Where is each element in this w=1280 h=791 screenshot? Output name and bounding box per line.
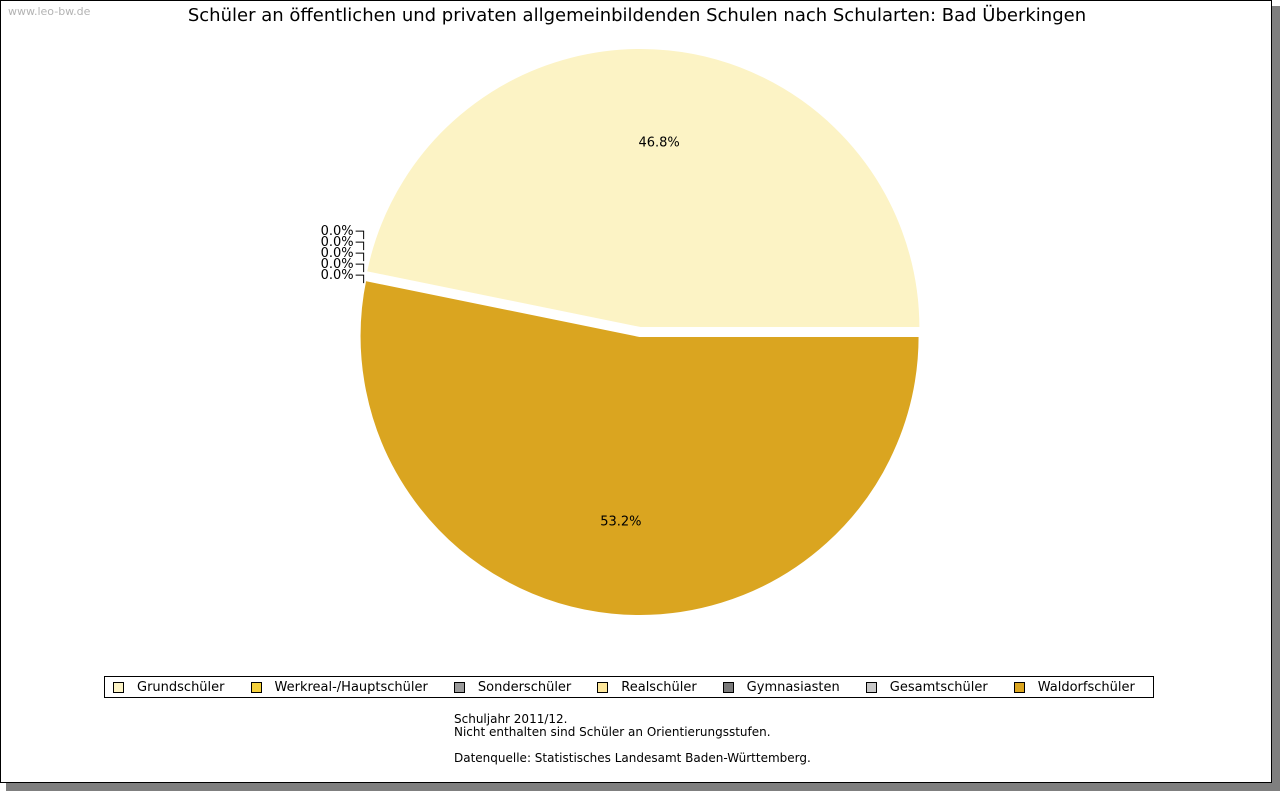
legend-item: Werkreal-/Hauptschüler xyxy=(250,679,428,695)
pie-slice-waldorfsch-ler xyxy=(358,278,921,617)
legend: Grundschüler Werkreal-/Hauptschüler Sonder… xyxy=(104,676,1154,698)
frame-shadow-bottom xyxy=(6,783,1280,791)
legend-swatch xyxy=(250,681,262,693)
slice-label-zero-1: 0.0% xyxy=(321,235,354,250)
legend-item: Sonderschüler xyxy=(453,679,572,695)
zero-leader-line-3 xyxy=(355,263,365,273)
legend-swatch xyxy=(453,681,465,693)
slice-label-zero-2: 0.0% xyxy=(321,246,354,261)
legend-label: Sonderschüler xyxy=(477,679,572,695)
legend-item: Gymnasiasten xyxy=(722,679,840,695)
note-source: Datenquelle: Statistisches Landesamt Bad… xyxy=(454,751,811,765)
legend-label: Gymnasiasten xyxy=(746,679,840,695)
legend-swatch xyxy=(1013,681,1025,693)
legend-item: Grundschüler xyxy=(113,680,225,695)
legend-label: Werkreal-/Hauptschüler xyxy=(274,679,428,695)
note-school-year: Schuljahr 2011/12. xyxy=(454,712,568,726)
legend-swatch xyxy=(597,681,609,693)
legend-item: Realschüler xyxy=(597,679,697,695)
slice-label-6: 53.2% xyxy=(600,514,641,529)
slice-label-zero-4: 0.0% xyxy=(321,268,354,283)
legend-swatch xyxy=(865,681,877,693)
slice-label-zero-0: 0.0% xyxy=(321,224,354,239)
chart-notes: Schuljahr 2011/12. Nicht enthalten sind … xyxy=(454,713,811,765)
legend-label: Waldorfschüler xyxy=(1037,679,1135,695)
legend-item: Waldorfschüler xyxy=(1013,679,1135,695)
legend-label: Grundschüler xyxy=(137,679,225,695)
zero-leader-line-2 xyxy=(355,252,365,262)
zero-leader-line-0 xyxy=(355,230,365,240)
slice-label-0: 46.8% xyxy=(638,136,679,151)
legend-label: Realschüler xyxy=(621,679,697,695)
pie-slice-grundsch-ler xyxy=(364,47,922,330)
note-exclusion: Nicht enthalten sind Schüler an Orientie… xyxy=(454,725,771,739)
slice-label-zero-3: 0.0% xyxy=(321,257,354,272)
legend-item: Gesamtschüler xyxy=(865,679,988,695)
legend-swatch xyxy=(113,681,124,693)
zero-leader-line-4 xyxy=(355,274,365,284)
legend-label: Gesamtschüler xyxy=(889,679,988,695)
legend-swatch xyxy=(722,681,734,693)
chart-title: Schüler an öffentlichen und privaten all… xyxy=(187,5,1087,26)
frame-shadow-right xyxy=(1272,6,1280,791)
watermark: www.leo-bw.de xyxy=(8,5,91,18)
zero-leader-line-1 xyxy=(355,241,365,251)
